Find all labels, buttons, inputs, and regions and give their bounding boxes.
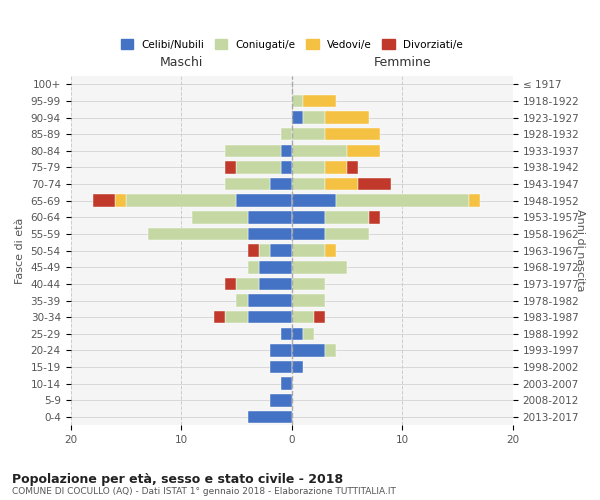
Bar (248, 311, 292, 324)
Bar (325, 244, 336, 257)
Bar (269, 178, 292, 190)
Bar (236, 161, 281, 173)
Bar (281, 328, 292, 340)
Bar (226, 144, 281, 157)
Bar (303, 328, 314, 340)
Bar (292, 211, 325, 224)
Bar (248, 244, 259, 257)
Bar (226, 311, 248, 324)
Bar (92, 194, 115, 207)
Bar (259, 244, 269, 257)
Bar (303, 94, 336, 107)
Y-axis label: Fasce di età: Fasce di età (15, 218, 25, 284)
Bar (292, 244, 325, 257)
Bar (226, 278, 236, 290)
Bar (226, 178, 269, 190)
Bar (325, 344, 336, 356)
Bar (336, 194, 469, 207)
Bar (259, 278, 292, 290)
Bar (269, 244, 292, 257)
Bar (259, 261, 292, 274)
Y-axis label: Anni di nascita: Anni di nascita (575, 210, 585, 292)
Text: Maschi: Maschi (160, 56, 203, 70)
Bar (236, 278, 259, 290)
Bar (369, 211, 380, 224)
Bar (226, 161, 236, 173)
Bar (325, 112, 369, 124)
Bar (292, 112, 303, 124)
Bar (281, 161, 292, 173)
Bar (358, 178, 391, 190)
Bar (292, 344, 325, 356)
Bar (281, 144, 292, 157)
Bar (292, 294, 325, 307)
Bar (292, 94, 303, 107)
Bar (325, 178, 358, 190)
Bar (292, 228, 325, 240)
Bar (292, 194, 336, 207)
Bar (292, 361, 303, 374)
Bar (292, 328, 303, 340)
Bar (347, 161, 358, 173)
Bar (347, 144, 380, 157)
Bar (292, 261, 347, 274)
Text: Femmine: Femmine (374, 56, 431, 70)
Bar (236, 194, 292, 207)
Bar (248, 410, 292, 423)
Bar (126, 194, 236, 207)
Bar (281, 378, 292, 390)
Bar (269, 344, 292, 356)
Bar (325, 228, 369, 240)
Bar (314, 311, 325, 324)
Bar (281, 128, 292, 140)
Bar (292, 144, 347, 157)
Bar (303, 112, 325, 124)
Bar (292, 178, 325, 190)
Bar (325, 211, 369, 224)
Bar (269, 394, 292, 406)
Bar (292, 278, 325, 290)
Text: COMUNE DI COCULLO (AQ) - Dati ISTAT 1° gennaio 2018 - Elaborazione TUTTITALIA.IT: COMUNE DI COCULLO (AQ) - Dati ISTAT 1° g… (12, 488, 396, 496)
Bar (214, 311, 226, 324)
Bar (248, 228, 292, 240)
Bar (325, 128, 380, 140)
Bar (292, 128, 325, 140)
Bar (248, 261, 259, 274)
Bar (248, 211, 292, 224)
Legend: Celibi/Nubili, Coniugati/e, Vedovi/e, Divorziati/e: Celibi/Nubili, Coniugati/e, Vedovi/e, Di… (121, 40, 463, 50)
Bar (292, 161, 325, 173)
Bar (236, 294, 248, 307)
Bar (248, 294, 292, 307)
Text: Popolazione per età, sesso e stato civile - 2018: Popolazione per età, sesso e stato civil… (12, 472, 343, 486)
Bar (292, 311, 314, 324)
Bar (115, 194, 126, 207)
Bar (148, 228, 248, 240)
Bar (469, 194, 480, 207)
Bar (269, 361, 292, 374)
Bar (192, 211, 248, 224)
Bar (325, 161, 347, 173)
